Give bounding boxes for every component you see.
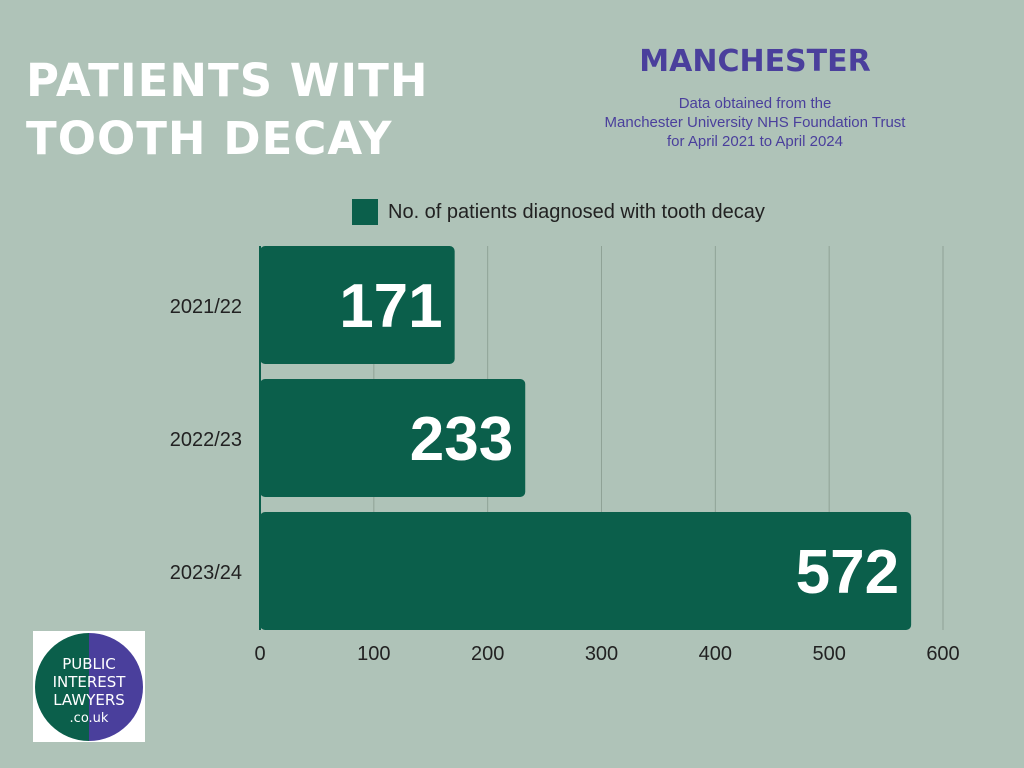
chart-title: PATIENTS WITH TOOTH DECAY <box>26 52 429 168</box>
title-line-2: TOOTH DECAY <box>26 112 393 165</box>
category-label: 2023/24 <box>170 562 242 584</box>
logo-text-4: .co.uk <box>70 711 109 726</box>
legend-swatch <box>352 199 378 225</box>
title-line-1: PATIENTS WITH <box>26 54 429 107</box>
bar <box>260 246 455 364</box>
legend-label: No. of patients diagnosed with tooth dec… <box>388 200 765 223</box>
logo-badge: PUBLIC INTEREST LAWYERS .co.uk <box>35 633 143 741</box>
x-tick-label: 200 <box>471 643 504 665</box>
x-tick-label: 400 <box>699 643 732 665</box>
bar <box>260 512 912 630</box>
category-label: 2021/22 <box>170 296 242 318</box>
x-tick-label: 100 <box>357 643 390 665</box>
chart-legend: No. of patients diagnosed with tooth dec… <box>352 199 765 225</box>
data-label: 171 <box>339 272 442 341</box>
x-tick-label: 0 <box>254 643 265 665</box>
logo: PUBLIC INTEREST LAWYERS .co.uk <box>33 631 145 742</box>
source-line-2: Manchester University NHS Foundation Tru… <box>604 114 906 131</box>
data-label: 572 <box>796 538 899 607</box>
x-tick-label: 300 <box>585 643 618 665</box>
source-line-3: for April 2021 to April 2024 <box>667 133 843 150</box>
logo-text-2: INTEREST <box>53 673 127 691</box>
category-label: 2022/23 <box>170 429 242 451</box>
logo-text-1: PUBLIC <box>62 655 116 673</box>
bar <box>260 379 526 497</box>
source-line-1: Data obtained from the <box>678 95 832 112</box>
city-heading: MANCHESTER <box>639 44 871 79</box>
x-tick-label: 500 <box>812 643 845 665</box>
x-tick-label: 600 <box>926 643 959 665</box>
data-source-note: Data obtained from the Manchester Univer… <box>560 94 950 151</box>
data-label: 233 <box>410 405 513 474</box>
logo-text-3: LAWYERS <box>53 691 125 709</box>
